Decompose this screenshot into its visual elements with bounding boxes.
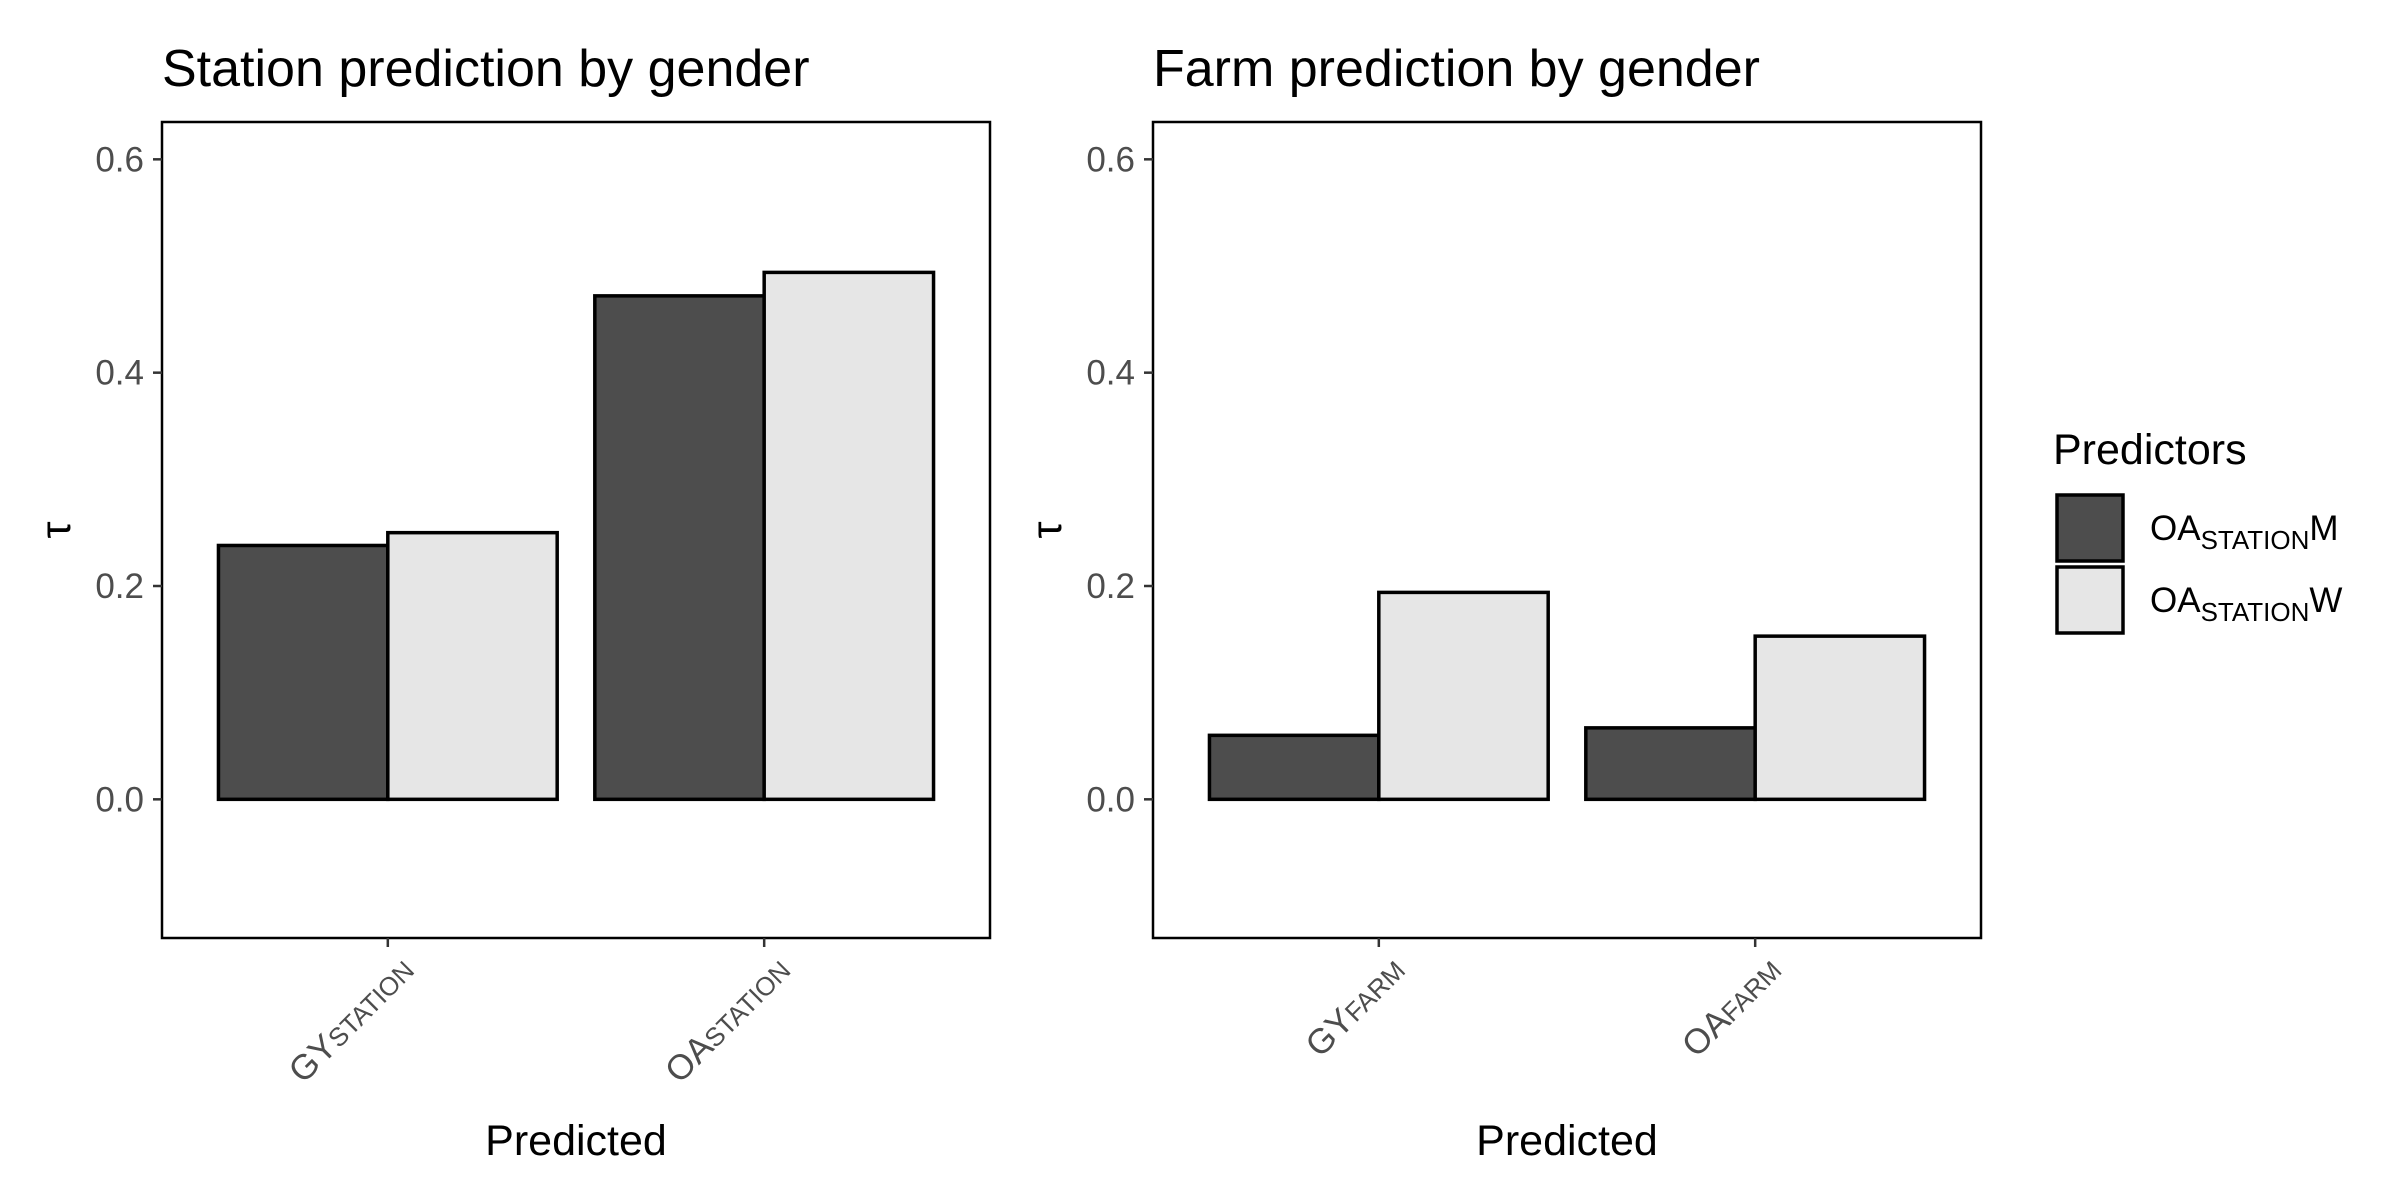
y-tick-label: 0.6 bbox=[95, 140, 144, 179]
legend-title: Predictors bbox=[2053, 426, 2247, 474]
plot-frame bbox=[1151, 120, 1983, 940]
y-ticks: 0.0 0.2 0.4 0.6 bbox=[1086, 140, 1153, 819]
bar-gy-series-1 bbox=[1377, 590, 1550, 802]
chart-title: Station prediction by gender bbox=[162, 40, 810, 98]
x-ticks: GYFARM OAFARM bbox=[1298, 938, 1788, 1064]
y-tick-label: 0.4 bbox=[1086, 354, 1135, 393]
y-ticks: 0.0 0.2 0.4 0.6 bbox=[95, 140, 162, 819]
legend-key-0 bbox=[2055, 493, 2125, 563]
y-tick-label: 0.2 bbox=[95, 567, 144, 606]
bar-gy-series-0 bbox=[1207, 733, 1381, 802]
legend-key-1 bbox=[2055, 565, 2125, 635]
chart-title: Farm prediction by gender bbox=[1153, 40, 1760, 98]
y-tick-label: 0.0 bbox=[95, 780, 144, 819]
bar-oa-series-1 bbox=[1753, 634, 1927, 802]
legend-label-0: OASTATIONM bbox=[2150, 509, 2339, 555]
bar-oa-series-0 bbox=[593, 294, 766, 802]
x-axis-title: Predicted bbox=[1476, 1117, 1658, 1165]
plot-frame bbox=[160, 120, 992, 940]
y-axis-title: τ bbox=[1023, 522, 1071, 539]
x-axis-title: Predicted bbox=[485, 1117, 667, 1165]
x-tick-label: OASTATION bbox=[658, 950, 798, 1090]
y-axis-title: τ bbox=[32, 522, 80, 539]
y-tick-label: 0.4 bbox=[95, 354, 144, 393]
bar-gy-series-1 bbox=[386, 530, 559, 802]
x-tick-label: GYFARM bbox=[1298, 950, 1412, 1064]
y-tick-label: 0.0 bbox=[1086, 780, 1135, 819]
legend-label-1: OASTATIONW bbox=[2150, 581, 2342, 627]
legend: Predictors OASTATIONM OASTATIONW bbox=[2053, 426, 2342, 635]
panel-farm: Farm prediction by gender 0.0 0.2 0.4 0.6 G… bbox=[1023, 40, 1983, 1165]
x-tick-label: OAFARM bbox=[1674, 950, 1788, 1064]
y-tick-label: 0.2 bbox=[1086, 567, 1135, 606]
bars-group bbox=[1207, 590, 1927, 802]
x-tick-label: GYSTATION bbox=[281, 950, 421, 1090]
bar-gy-series-0 bbox=[216, 543, 390, 802]
bar-oa-series-0 bbox=[1584, 726, 1757, 802]
bar-oa-series-1 bbox=[762, 270, 936, 802]
panel-station: Station prediction by gender 0.00.20.40.… bbox=[32, 40, 992, 1165]
y-tick-label: 0.6 bbox=[1086, 140, 1135, 179]
x-ticks: GYSTATION OASTATION bbox=[281, 938, 798, 1090]
bars-group bbox=[216, 270, 936, 802]
